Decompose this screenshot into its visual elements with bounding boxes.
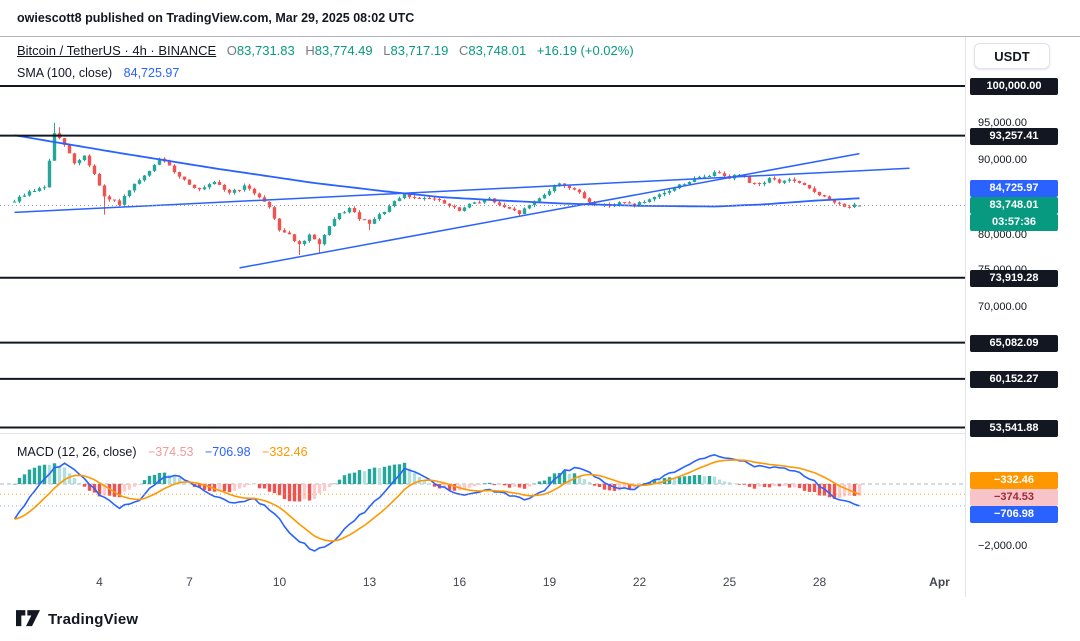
level-price-badge: 53,541.88 bbox=[970, 419, 1058, 437]
close-value: 83,748.01 bbox=[468, 43, 527, 58]
sma-legend-value: 84,725.97 bbox=[123, 66, 180, 80]
footer-bar: TradingView bbox=[0, 597, 1080, 641]
sma-value-badge: 84,725.97 bbox=[970, 179, 1058, 197]
symbol-legend: Bitcoin / TetherUS · 4h · BINANCE O83,73… bbox=[17, 43, 634, 58]
time-axis-label: 13 bbox=[362, 575, 377, 589]
currency-button[interactable]: USDT bbox=[974, 43, 1050, 69]
time-axis-label: 7 bbox=[186, 575, 193, 589]
brand-text[interactable]: TradingView bbox=[48, 610, 139, 628]
pane-separator[interactable] bbox=[0, 433, 1080, 434]
low-label: L bbox=[383, 43, 391, 58]
time-axis-label: 22 bbox=[632, 575, 647, 589]
symbol-title[interactable]: Bitcoin / TetherUS · 4h · BINANCE bbox=[17, 43, 217, 58]
macd-value-badge: −706.98 bbox=[970, 505, 1058, 523]
level-price-badge: 100,000.00 bbox=[970, 77, 1058, 95]
time-axis-label: 4 bbox=[96, 575, 103, 589]
level-price-badge: 60,152.27 bbox=[970, 370, 1058, 388]
macd-value-badge: −374.53 bbox=[970, 488, 1058, 506]
level-price-badge: 65,082.09 bbox=[970, 334, 1058, 352]
chart-widget: Bitcoin / TetherUS · 4h · BINANCE O83,73… bbox=[0, 36, 1080, 598]
time-axis-label: 28 bbox=[812, 575, 827, 589]
last-price-badge: 83,748.01 bbox=[970, 196, 1058, 214]
open-value: 83,731.83 bbox=[236, 43, 295, 58]
macd-signal-value: −332.46 bbox=[262, 445, 308, 459]
macd-hist-value: −374.53 bbox=[147, 445, 194, 459]
macd-chart-canvas[interactable] bbox=[0, 433, 965, 566]
price-axis[interactable]: USDT 95,000.0090,000.0080,000.0075,000.0… bbox=[965, 37, 1080, 598]
price-axis-label: 95,000.00 bbox=[978, 117, 1027, 129]
sma-legend-name[interactable]: SMA (100, close) bbox=[17, 66, 113, 80]
close-label: C bbox=[458, 43, 469, 58]
macd-line-value: −706.98 bbox=[205, 445, 251, 459]
time-axis-label: Apr bbox=[929, 575, 950, 589]
open-label: O bbox=[226, 43, 237, 58]
macd-legend: MACD (12, 26, close) −374.53 −706.98 −33… bbox=[17, 445, 308, 459]
bar-countdown-badge: 03:57:36 bbox=[970, 213, 1058, 231]
price-axis-label: −2,000.00 bbox=[978, 540, 1028, 552]
level-price-badge: 93,257.41 bbox=[970, 127, 1058, 145]
high-value: 83,774.49 bbox=[314, 43, 373, 58]
time-axis-label: 25 bbox=[722, 575, 737, 589]
sma-legend: SMA (100, close) 84,725.97 bbox=[17, 66, 179, 80]
level-price-badge: 73,919.28 bbox=[970, 269, 1058, 287]
price-pane[interactable]: Bitcoin / TetherUS · 4h · BINANCE O83,73… bbox=[0, 37, 965, 433]
time-axis-label: 19 bbox=[542, 575, 557, 589]
publish-text: owiescott8 published on TradingView.com,… bbox=[17, 11, 415, 25]
tradingview-logo-icon[interactable] bbox=[16, 609, 40, 629]
price-axis-label: 70,000.00 bbox=[978, 301, 1027, 313]
time-axis[interactable]: 4 7 10 13 16 19 22 25 28 Apr bbox=[0, 566, 965, 597]
macd-value-badge: −332.46 bbox=[970, 471, 1058, 489]
high-label: H bbox=[305, 43, 315, 58]
price-chart-canvas[interactable] bbox=[0, 37, 965, 433]
low-value: 83,717.19 bbox=[390, 43, 449, 58]
macd-pane[interactable]: MACD (12, 26, close) −374.53 −706.98 −33… bbox=[0, 433, 965, 566]
price-axis-label: 90,000.00 bbox=[978, 154, 1027, 166]
time-axis-label: 10 bbox=[272, 575, 287, 589]
price-axis-label: 80,000.00 bbox=[978, 229, 1027, 241]
time-axis-label: 16 bbox=[452, 575, 467, 589]
change-value: +16.19 (+0.02%) bbox=[536, 43, 634, 58]
macd-legend-name[interactable]: MACD (12, 26, close) bbox=[17, 445, 137, 459]
publish-header: owiescott8 published on TradingView.com,… bbox=[0, 0, 1080, 36]
